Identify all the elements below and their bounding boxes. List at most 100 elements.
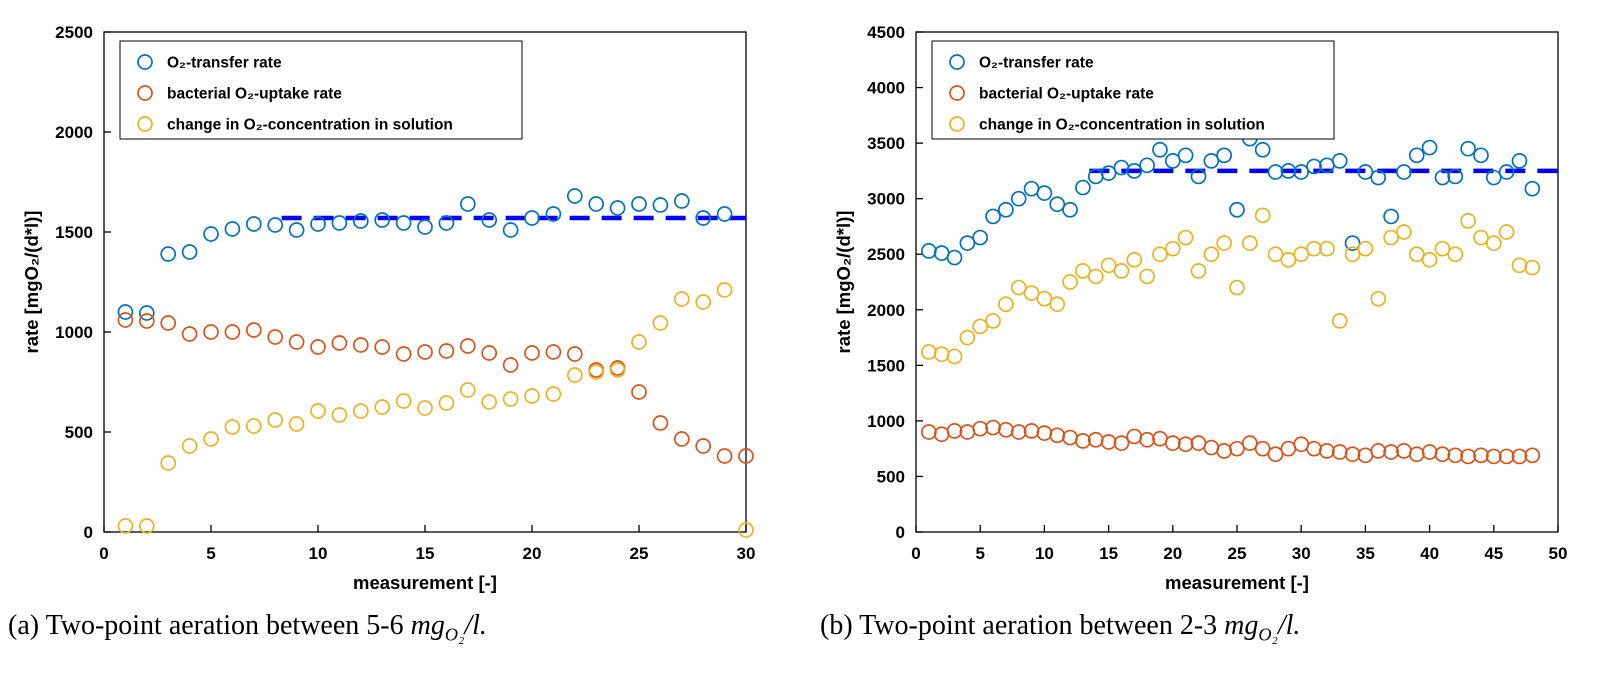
data-point — [985, 419, 1001, 436]
caption-a-math-tail: /l. — [464, 610, 487, 641]
data-point — [1396, 443, 1412, 459]
data-point — [352, 403, 369, 419]
data-point — [1293, 164, 1310, 180]
data-point — [459, 196, 476, 212]
data-point — [374, 212, 391, 228]
data-point — [946, 348, 963, 365]
data-point — [1203, 439, 1220, 456]
y-tick-label: 4000 — [867, 79, 905, 98]
x-tick-label: 20 — [523, 544, 542, 563]
data-point — [1229, 279, 1245, 296]
x-tick-label: 30 — [737, 544, 756, 563]
data-point — [716, 448, 733, 464]
data-point — [673, 193, 690, 209]
data-point — [933, 426, 950, 443]
data-point — [1010, 190, 1027, 207]
y-tick-label: 1000 — [867, 412, 905, 431]
series-o-transfer-rate — [920, 130, 1541, 266]
data-point — [1383, 208, 1399, 225]
x-tick-label: 20 — [1163, 544, 1182, 563]
data-point — [972, 229, 989, 246]
caption-a-subscript: O₂ — [444, 624, 465, 645]
data-point — [395, 393, 412, 409]
data-point — [1075, 433, 1091, 449]
x-axis-label: measurement [-] — [1165, 572, 1309, 593]
data-point — [998, 296, 1014, 313]
legend-label-o-transfer-rate: O₂-transfer rate — [167, 55, 282, 72]
data-point — [1421, 444, 1438, 460]
data-point — [395, 215, 412, 231]
series-bacterial-o-uptake-rate — [117, 312, 754, 464]
data-point — [1434, 240, 1451, 257]
data-point — [224, 221, 241, 237]
data-point — [1075, 179, 1091, 196]
data-point — [267, 412, 284, 428]
data-point — [1010, 279, 1027, 296]
data-point — [1203, 153, 1220, 169]
caption-a: (a) Two-point aeration between 5-6 mgO₂/… — [0, 610, 812, 646]
legend-label-change-in-o-concentration-in-solution: change in O₂-concentration in solution — [979, 117, 1265, 134]
data-point — [609, 362, 626, 378]
data-point — [1139, 431, 1155, 448]
y-tick-label: 2000 — [867, 301, 905, 320]
chart-b: 0 5 10 15 20 25 30 35 40 45 5005001000150020002500… — [833, 23, 1568, 593]
data-point — [738, 522, 754, 538]
data-point — [1421, 251, 1438, 268]
legend-label-bacterial-o-uptake-rate: bacterial O₂-uptake rate — [979, 86, 1154, 103]
data-point — [1139, 157, 1155, 174]
data-point — [1023, 180, 1040, 197]
data-point — [1473, 447, 1489, 464]
data-point — [920, 344, 937, 360]
data-point — [1396, 224, 1412, 240]
data-point — [1370, 169, 1387, 186]
data-point — [738, 448, 754, 464]
data-point — [117, 304, 134, 320]
x-tick-label: 40 — [1420, 544, 1439, 563]
x-tick-label: 15 — [416, 544, 435, 563]
series-change-in-o-concentration-in-solution — [920, 207, 1541, 365]
caption-a-math: mg — [410, 610, 445, 641]
data-point — [1434, 169, 1451, 186]
data-point — [1229, 440, 1245, 457]
y-tick-label: 3500 — [867, 134, 905, 153]
legend-marker-change-in-o-concentration-in-solution-icon — [137, 116, 153, 132]
data-point — [652, 315, 669, 331]
data-point — [1126, 163, 1143, 179]
x-tick-label: 50 — [1549, 544, 1568, 563]
data-point — [524, 388, 540, 404]
data-point — [652, 415, 669, 431]
data-point — [1280, 163, 1297, 179]
data-point — [1126, 428, 1143, 445]
data-point — [288, 222, 305, 238]
data-point — [1396, 164, 1412, 180]
data-point — [566, 367, 583, 383]
data-point — [959, 329, 976, 346]
legend-marker-bacterial-o-uptake-rate-icon — [137, 85, 153, 101]
caption-b-subscript: O₂ — [1258, 624, 1278, 645]
data-point — [160, 455, 177, 471]
y-tick-label: 500 — [65, 423, 93, 442]
legend-box — [119, 40, 523, 140]
data-point — [1049, 427, 1066, 444]
data-point — [1267, 246, 1284, 263]
x-tick-label: 5 — [975, 544, 984, 563]
data-point — [374, 339, 391, 355]
figure-panel-a: 0 5 10 15 20 25 30 0 500 1000 1500 2000 2500 measurem… — [0, 6, 812, 646]
x-tick-label: 15 — [1099, 544, 1118, 563]
legend-marker-o-transfer-rate-icon — [137, 54, 153, 70]
data-point — [502, 357, 519, 373]
x-tick-label: 45 — [1484, 544, 1503, 563]
x-tick-label: 10 — [1035, 544, 1054, 563]
y-axis-label: rate [mgO₂/(d*l)] — [21, 211, 42, 354]
data-point — [524, 345, 540, 361]
series-change-in-o-concentration-in-solution — [117, 282, 754, 538]
data-point — [985, 208, 1001, 225]
data-point — [1087, 268, 1104, 285]
data-point — [481, 345, 498, 361]
data-point — [545, 206, 562, 222]
data-point — [1164, 153, 1181, 169]
data-point — [1473, 229, 1489, 246]
data-point — [117, 312, 134, 328]
data-point — [1164, 240, 1181, 257]
data-point — [310, 339, 326, 355]
